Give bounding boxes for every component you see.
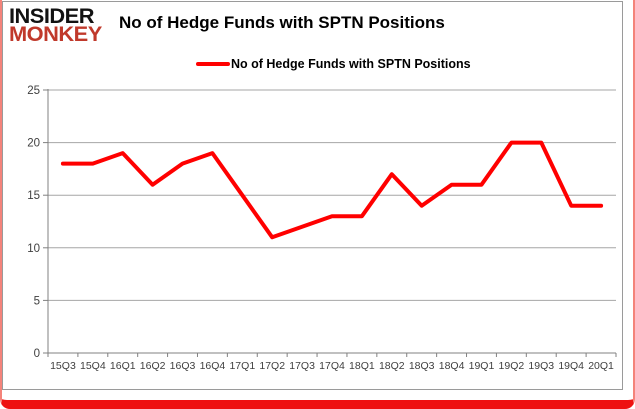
series-line-hedge-funds	[60, 140, 604, 240]
x-tick-label: 17Q3	[289, 360, 315, 372]
logo-line-insider: INSIDER	[9, 5, 94, 28]
chart-container: INSIDER MONKEY No of Hedge Funds with SP…	[2, 1, 623, 390]
line-chart-plot: 0 5 10 15 20 25 15Q3 15Q4 16Q1 16Q2 16Q3 16Q4 17Q1 17…	[27, 85, 617, 372]
x-tick-label: 15Q4	[80, 360, 106, 372]
x-tick-label: 18Q2	[379, 360, 405, 372]
insider-monkey-logo: INSIDER MONKEY	[9, 5, 102, 47]
y-tick-label: 5	[34, 295, 40, 307]
y-tick-label: 15	[27, 190, 40, 202]
x-tick-label: 19Q3	[528, 360, 554, 372]
x-tick-label: 19Q1	[469, 360, 495, 372]
y-tick-label: 25	[27, 85, 40, 97]
y-tick-label: 20	[27, 138, 40, 150]
x-tick-label: 19Q2	[499, 360, 525, 372]
x-tick-label: 17Q4	[319, 360, 345, 372]
x-tick-label: 16Q4	[200, 360, 226, 372]
x-tick-label: 17Q2	[259, 360, 285, 372]
x-tick-label: 19Q4	[558, 360, 584, 372]
x-tick-label: 18Q1	[349, 360, 375, 372]
legend-label: No of Hedge Funds with SPTN Positions	[231, 57, 471, 71]
x-tick-label: 18Q4	[439, 360, 465, 372]
chart-title: No of Hedge Funds with SPTN Positions	[119, 13, 445, 32]
x-tick-label: 16Q2	[140, 360, 166, 372]
x-tick-label: 16Q3	[170, 360, 196, 372]
x-tick-label: 17Q1	[229, 360, 255, 372]
x-tick-label: 15Q3	[50, 360, 76, 372]
legend-line-swatch	[196, 62, 230, 66]
legend: No of Hedge Funds with SPTN Positions	[196, 57, 471, 71]
y-tick-label: 0	[34, 348, 40, 360]
x-tick-label: 20Q1	[588, 360, 614, 372]
y-tick-label: 10	[27, 243, 40, 255]
x-tick-label: 16Q1	[110, 360, 136, 372]
x-tick-label: 18Q3	[409, 360, 435, 372]
logo-line-monkey: MONKEY	[9, 23, 102, 47]
